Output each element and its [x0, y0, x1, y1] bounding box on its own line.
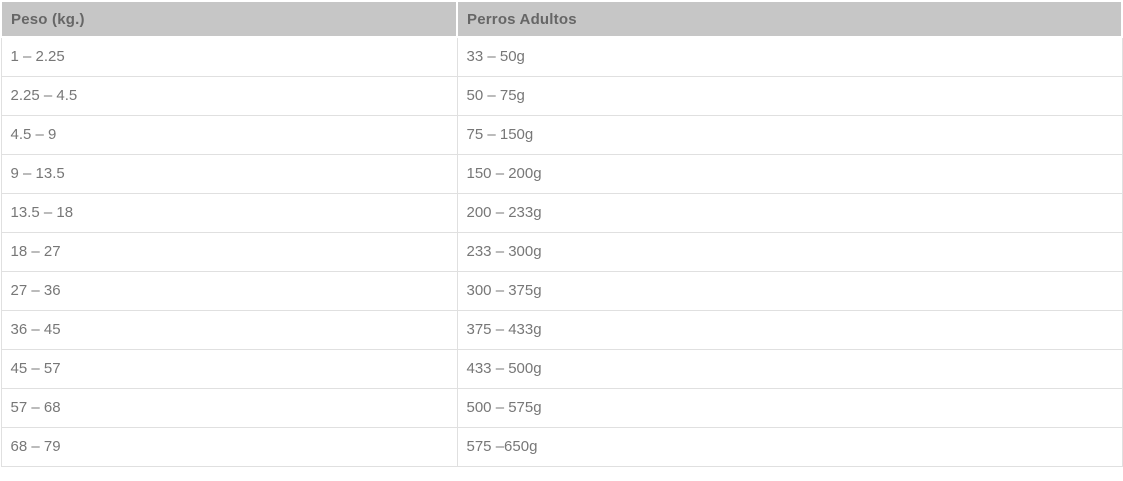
weight-cell: 45 – 57 [0, 348, 458, 389]
weight-cell: 1 – 2.25 [0, 36, 458, 77]
amount-cell: 575 –650g [456, 426, 1123, 467]
table-row: 9 – 13.5 150 – 200g [0, 153, 1123, 194]
table-row: 13.5 – 18 200 – 233g [0, 192, 1123, 233]
table-row: 57 – 68 500 – 575g [0, 387, 1123, 428]
weight-cell: 18 – 27 [0, 231, 458, 272]
amount-cell: 33 – 50g [456, 36, 1123, 77]
table-header-row: Peso (kg.) Perros Adultos [0, 0, 1123, 38]
table-row: 18 – 27 233 – 300g [0, 231, 1123, 272]
weight-cell: 27 – 36 [0, 270, 458, 311]
amount-cell: 500 – 575g [456, 387, 1123, 428]
table-row: 45 – 57 433 – 500g [0, 348, 1123, 389]
table-row: 36 – 45 375 – 433g [0, 309, 1123, 350]
weight-cell: 9 – 13.5 [0, 153, 458, 194]
weight-cell: 36 – 45 [0, 309, 458, 350]
amount-cell: 50 – 75g [456, 75, 1123, 116]
feeding-guide-table: Peso (kg.) Perros Adultos 1 – 2.25 33 – … [0, 0, 1123, 467]
amount-cell: 300 – 375g [456, 270, 1123, 311]
column-header-perros-adultos: Perros Adultos [456, 0, 1123, 38]
column-header-peso: Peso (kg.) [0, 0, 458, 38]
weight-cell: 57 – 68 [0, 387, 458, 428]
amount-cell: 200 – 233g [456, 192, 1123, 233]
amount-cell: 375 – 433g [456, 309, 1123, 350]
weight-cell: 68 – 79 [0, 426, 458, 467]
amount-cell: 233 – 300g [456, 231, 1123, 272]
table-row: 68 – 79 575 –650g [0, 426, 1123, 467]
amount-cell: 433 – 500g [456, 348, 1123, 389]
table-row: 2.25 – 4.5 50 – 75g [0, 75, 1123, 116]
table-row: 27 – 36 300 – 375g [0, 270, 1123, 311]
table-row: 4.5 – 9 75 – 150g [0, 114, 1123, 155]
weight-cell: 4.5 – 9 [0, 114, 458, 155]
weight-cell: 2.25 – 4.5 [0, 75, 458, 116]
weight-cell: 13.5 – 18 [0, 192, 458, 233]
amount-cell: 150 – 200g [456, 153, 1123, 194]
amount-cell: 75 – 150g [456, 114, 1123, 155]
table-row: 1 – 2.25 33 – 50g [0, 36, 1123, 77]
